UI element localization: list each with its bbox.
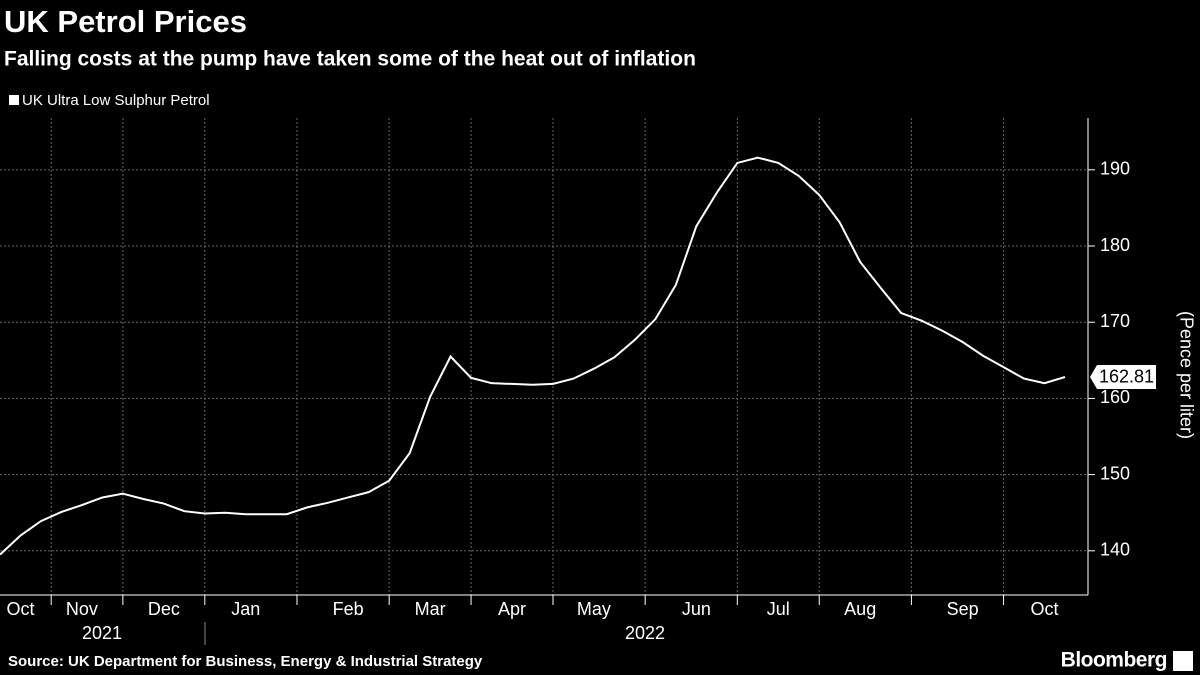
- x-tick-label: Oct: [6, 599, 34, 619]
- x-tick-label: Oct: [1031, 599, 1059, 619]
- x-tick-label: Jul: [767, 599, 790, 619]
- y-tick-label: 140: [1100, 540, 1130, 560]
- legend-swatch: [9, 95, 19, 105]
- line: [0, 156, 1066, 556]
- x-tick-label: Mar: [415, 599, 446, 619]
- chart-subtitle: Falling costs at the pump have taken som…: [4, 48, 696, 71]
- y-tick-label: 160: [1100, 387, 1130, 407]
- legend-label: UK Ultra Low Sulphur Petrol: [22, 92, 210, 109]
- year-label: 2022: [625, 623, 665, 643]
- source: Source: UK Department for Business, Ener…: [8, 653, 483, 670]
- x-tick-label: Jun: [682, 599, 711, 619]
- x-tick-label: Dec: [148, 599, 180, 619]
- x-tick-label: May: [577, 599, 611, 619]
- y-axis-label: (Pence per liter): [1176, 311, 1196, 439]
- last-value-label: 162.81: [1099, 367, 1154, 387]
- x-tick-label: Jan: [231, 599, 260, 619]
- brand: Bloomberg: [1061, 649, 1167, 672]
- chart-title: UK Petrol Prices: [4, 4, 247, 39]
- x-tick-label: Sep: [947, 599, 979, 619]
- brand-icon: [1173, 651, 1193, 671]
- x-tick-label: Apr: [498, 599, 526, 619]
- last-value-box: [1090, 364, 1156, 389]
- x-tick-label: Feb: [333, 599, 364, 619]
- y-tick-label: 150: [1100, 463, 1130, 483]
- y-tick-label: 170: [1100, 311, 1130, 331]
- x-tick-label: Nov: [66, 599, 98, 619]
- y-tick-label: 190: [1100, 159, 1130, 179]
- x-tick-label: Aug: [844, 599, 876, 619]
- year-label: 2021: [82, 623, 122, 643]
- y-tick-label: 180: [1100, 235, 1130, 255]
